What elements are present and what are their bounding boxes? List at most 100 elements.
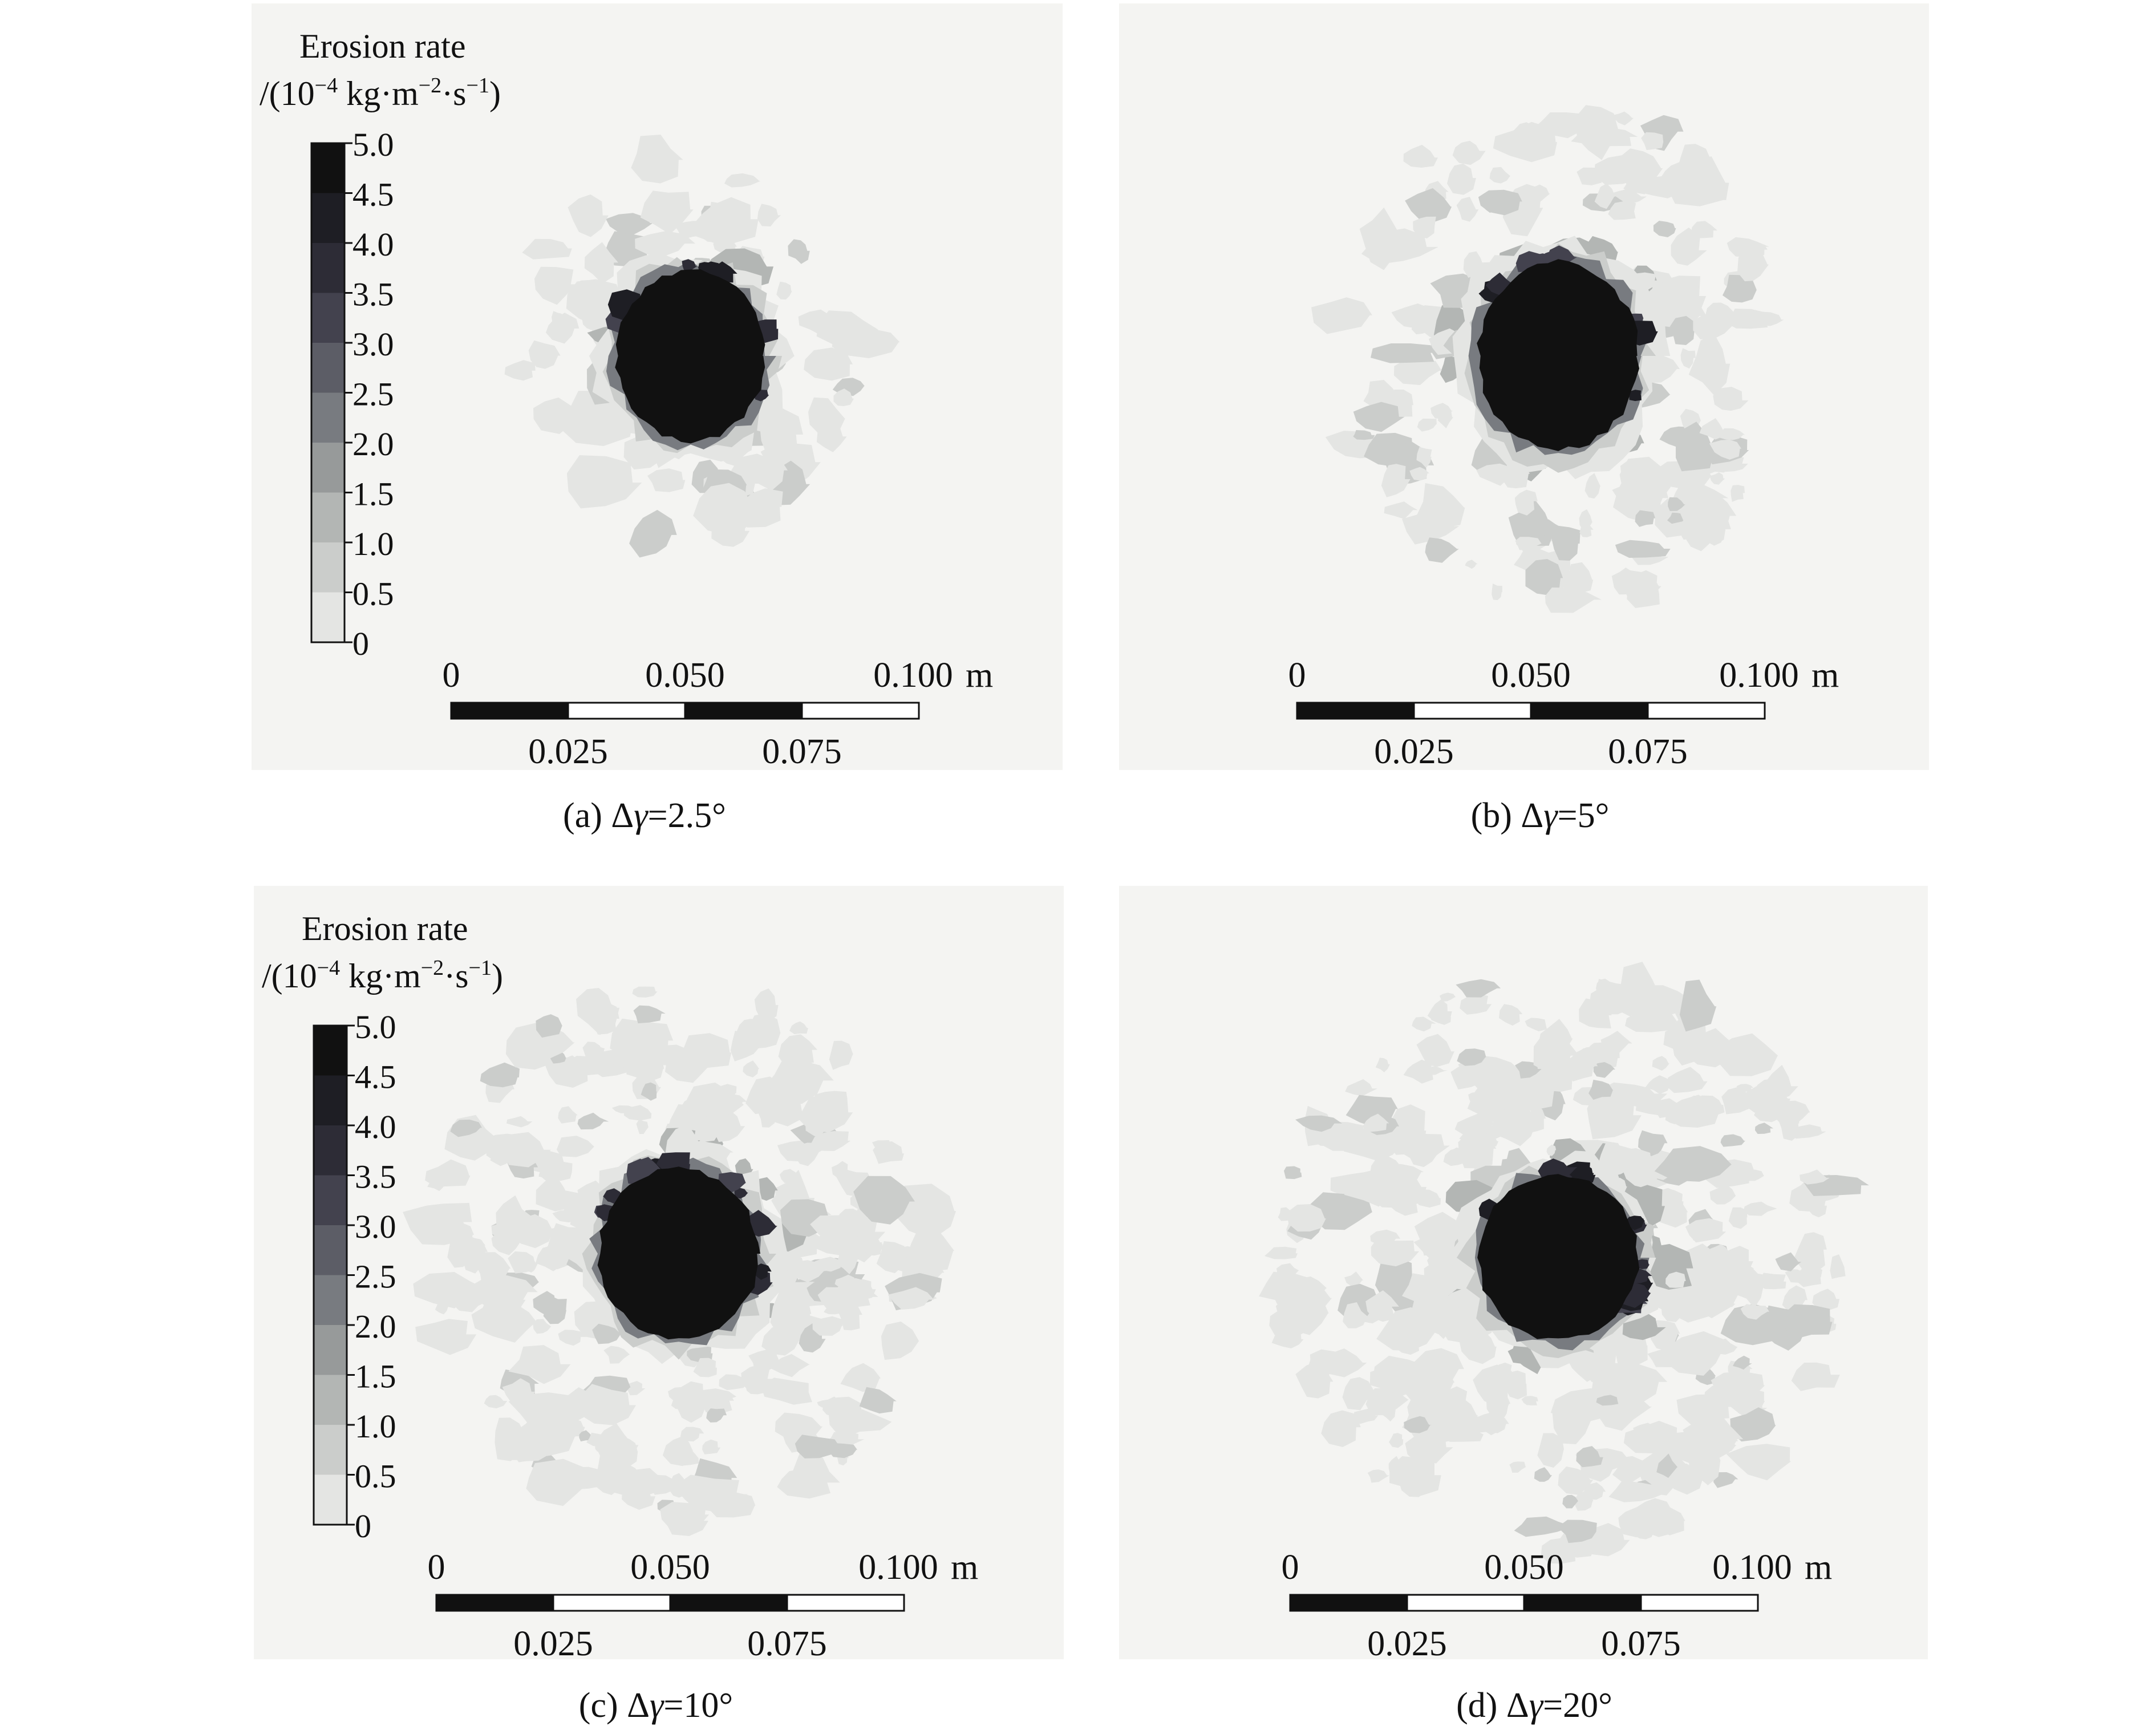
erosion-patch (1665, 1271, 1686, 1288)
caption-d: (d) Δγ=20° (1456, 1686, 1612, 1725)
erosion-patch (523, 1026, 575, 1059)
erosion-patch (1618, 982, 1671, 1008)
erosion-patch (906, 1223, 955, 1280)
erosion-patch (1661, 1302, 1686, 1322)
erosion-patch (1667, 512, 1686, 524)
erosion-patch (887, 1287, 934, 1310)
erosion-patch (1359, 207, 1403, 270)
erosion-core (597, 1166, 761, 1340)
erosion-patch (1276, 1263, 1299, 1278)
erosion-patch (1444, 1299, 1465, 1316)
scale-label-bottom: 0.075 (1608, 732, 1688, 770)
erosion-patch (853, 1176, 915, 1225)
erosion-patch (1654, 1146, 1732, 1182)
erosion-patch (778, 1034, 818, 1068)
erosion-patch (1456, 979, 1501, 998)
erosion-patch (1284, 1166, 1302, 1180)
colorbar-segment (314, 1175, 347, 1225)
colorbar-segment (311, 392, 345, 443)
erosion-patch (1708, 1338, 1738, 1355)
erosion-field (504, 135, 900, 558)
erosion-patch (1595, 978, 1614, 994)
erosion-patch (1353, 430, 1375, 440)
erosion-patch (1413, 216, 1436, 238)
erosion-patch (556, 1136, 594, 1157)
erosion-patch (1367, 1469, 1390, 1483)
colorbar-tick-label: 2.5 (352, 376, 394, 413)
erosion-patch (789, 1021, 808, 1035)
erosion-patch (817, 1399, 836, 1408)
erosion-patch (1656, 1453, 1678, 1478)
erosion-patch (1791, 1362, 1840, 1391)
erosion-patch (1740, 1304, 1769, 1320)
erosion-patch (586, 1432, 611, 1448)
erosion-patch (1630, 570, 1657, 603)
colorbar-tick-label: 0.5 (355, 1458, 396, 1495)
colorbar-tick-label: 5.0 (352, 126, 394, 163)
erosion-core (1477, 259, 1639, 451)
erosion-patch (1612, 484, 1664, 509)
contour-panel-c: Erosion rate /(10−4 kg·m−2·s−1) 5.0 4.5 4.0 3… (254, 886, 1064, 1659)
erosion-patch (1362, 1113, 1389, 1132)
contour-panel-d: 0 0.050 0.100 m 0.025 0.075 (1119, 886, 1928, 1659)
erosion-patch (1652, 1056, 1669, 1071)
erosion-patch (840, 1363, 881, 1392)
erosion-patch (1668, 497, 1685, 511)
colorbar-tick-label: 3.0 (352, 326, 394, 363)
erosion-patch (506, 1116, 533, 1128)
erosion-patch (625, 1381, 646, 1396)
erosion-patch (1713, 1472, 1738, 1488)
scale-label-top: 0 (428, 1548, 445, 1587)
scale-bar: 0 0.050 0.100 m 0.025 0.075 (1282, 1548, 1833, 1659)
colorbar-segment (311, 542, 345, 593)
scale-label-top: 0.100 (1719, 656, 1799, 695)
erosion-patch (1635, 1100, 1679, 1116)
erosion-patch (1641, 132, 1664, 151)
erosion-patch (1680, 348, 1696, 369)
scale-bar-segment (1413, 702, 1532, 720)
colorbar: Erosion rate /(10−4 kg·m−2·s−1) 5.0 4.5 4.0 3… (260, 27, 501, 662)
erosion-patch (1812, 1289, 1840, 1311)
erosion-streak (753, 1263, 772, 1280)
erosion-patch (1344, 1271, 1364, 1287)
erosion-patch (1416, 447, 1432, 468)
erosion-patch (1711, 1371, 1765, 1403)
erosion-patch (1612, 111, 1634, 125)
erosion-patch (502, 1378, 535, 1402)
erosion-field (1311, 105, 1784, 613)
erosion-patch (617, 1436, 638, 1469)
colorbar-segment (311, 143, 345, 193)
erosion-patch (761, 1377, 812, 1405)
erosion-patch (1381, 464, 1411, 497)
colorbar-segment (314, 1225, 347, 1275)
erosion-patch (702, 1439, 721, 1454)
erosion-patch (872, 1140, 890, 1151)
erosion-patch (788, 239, 810, 264)
erosion-patch (1545, 588, 1602, 613)
erosion-patch (1677, 524, 1699, 540)
erosion-patch (748, 1349, 780, 1373)
erosion-patch (1525, 559, 1563, 595)
erosion-patch (1653, 221, 1676, 237)
scale-label-bottom: 0.025 (528, 732, 608, 770)
erosion-patch (502, 1287, 526, 1311)
erosion-patch (1620, 460, 1650, 483)
erosion-patch (1269, 1307, 1323, 1338)
scale-bar-segment (1289, 1594, 1408, 1612)
scale-bar-segment (669, 1594, 788, 1612)
erosion-patch (1713, 387, 1749, 411)
erosion-patch (1398, 1468, 1434, 1497)
erosion-patch (425, 1159, 471, 1187)
erosion-patch (1310, 1192, 1373, 1230)
erosion-patch (754, 988, 779, 1022)
erosion-patch (612, 1025, 633, 1050)
erosion-streak (682, 259, 698, 272)
erosion-patch (1743, 1169, 1765, 1181)
erosion-patch (1446, 1147, 1466, 1164)
erosion-patch (1456, 196, 1479, 222)
caption-b: (b) Δγ=5° (1470, 796, 1610, 835)
erosion-patch (1566, 1048, 1598, 1081)
colorbar-tick-label: 4.5 (352, 176, 394, 213)
erosion-patch (450, 1119, 482, 1137)
erosion-patch (1365, 1290, 1399, 1322)
